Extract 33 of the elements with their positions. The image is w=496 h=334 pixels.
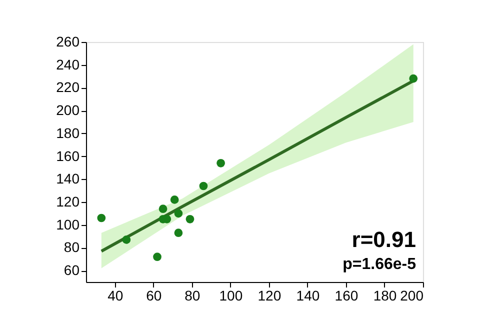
x-tick-label: 40 — [108, 288, 124, 304]
point — [186, 214, 194, 224]
x-tick-label: 100 — [219, 288, 243, 304]
point — [216, 158, 225, 168]
annotation: p=1.66e-5 — [342, 256, 416, 273]
y-tick-label: 80 — [64, 239, 80, 256]
x-tick-label: 120 — [258, 288, 282, 304]
point — [174, 209, 183, 218]
x-tick-label: 160 — [334, 288, 358, 304]
point — [409, 74, 418, 83]
x-tick-label: 60 — [146, 288, 162, 304]
point — [122, 236, 131, 244]
y-tick-label: 100 — [56, 216, 80, 232]
x-tick-label: 140 — [296, 288, 320, 304]
point — [174, 228, 183, 238]
x-tick-label: 180 — [373, 288, 397, 304]
y-tick-label: 140 — [56, 170, 80, 187]
x-tick-label: 200 — [400, 288, 424, 304]
x-tick-label: 80 — [184, 288, 200, 304]
point — [97, 214, 106, 222]
y-tick-label: 260 — [56, 34, 80, 50]
point — [158, 204, 168, 214]
y-tick-label: 180 — [56, 124, 80, 141]
y-tick-label: 160 — [56, 148, 80, 164]
y-tick-label: 120 — [56, 194, 80, 210]
y-tick-label: 240 — [56, 56, 80, 72]
point — [170, 196, 179, 204]
point — [199, 182, 208, 190]
point — [153, 252, 162, 262]
annotation: r=0.91 — [352, 227, 416, 252]
y-tick-label: 220 — [56, 79, 80, 96]
y-tick-label: 60 — [64, 262, 80, 278]
y-tick-label: 200 — [56, 102, 80, 118]
